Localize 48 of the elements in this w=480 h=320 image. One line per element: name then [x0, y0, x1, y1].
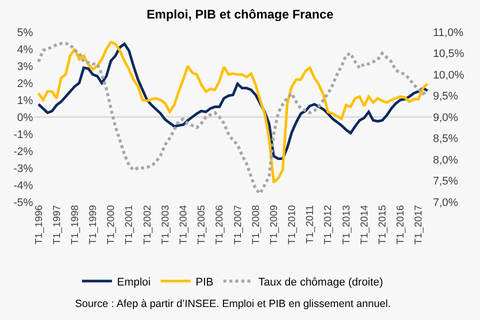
x-tick-label: T1_2013	[341, 204, 352, 244]
x-tick-label: T1_2016	[396, 204, 407, 244]
y-tick-label: 1%	[17, 94, 34, 107]
x-tick-label: T1_2015	[378, 204, 388, 244]
y-tick-label: -2%	[13, 146, 34, 158]
x-tick-label: T1_2005	[196, 204, 208, 244]
y-tick-label: -3%	[13, 162, 34, 175]
x-tick-label: T1_2010	[287, 204, 298, 244]
x-tick-label: T1_2008	[250, 204, 262, 244]
x-tick-label: T1_2001	[124, 204, 136, 244]
y2-tick-label: 9,0%	[433, 112, 458, 124]
x-tick-label: T1_2004	[178, 204, 190, 244]
y2-tick-label: 7,0%	[433, 196, 458, 209]
y2-tick-label: 7,5%	[433, 176, 458, 188]
y-tick-label: -1%	[13, 128, 34, 141]
x-tick-label: T1_2007	[232, 204, 244, 244]
y2-tick-label: 11,0%	[433, 26, 464, 39]
chart-title: Emploi, PIB et chômage France	[146, 7, 334, 22]
x-tick-label: T1_2011	[305, 204, 316, 244]
legend-label: PIB	[196, 276, 214, 288]
y-tick-label: -4%	[13, 180, 34, 192]
y-tick-label: 3%	[17, 60, 34, 73]
y2-tick-label: 10,0%	[433, 69, 464, 82]
x-tick-label: T1_2003	[160, 204, 172, 244]
x-tick-label: T1_2006	[214, 204, 226, 244]
x-tick-label: T1_1996	[34, 204, 45, 244]
y-tick-label: 4%	[17, 44, 34, 56]
legend-label: Taux de chômage (droite)	[258, 276, 384, 288]
y2-tick-label: 9,5%	[433, 90, 458, 103]
y-tick-label: 2%	[17, 78, 34, 90]
x-tick-label: T1_2014	[359, 204, 370, 244]
x-tick-label: T1_1998	[70, 204, 81, 244]
y2-tick-label: 8,5%	[433, 133, 458, 146]
y2-tick-label: 8,0%	[433, 154, 458, 166]
source-note: Source : Afep à partir d’INSEE. Emploi et PIB en glissement annuel.	[75, 298, 391, 310]
x-tick-label: T1_2017	[414, 204, 425, 244]
y-tick-label: -5%	[13, 196, 34, 209]
x-tick-label: T1_2000	[106, 204, 118, 244]
x-tick-label: T1_1999	[88, 204, 100, 244]
y-tick-label: 5%	[17, 26, 34, 39]
x-tick-label: T1_2002	[142, 204, 154, 244]
y-tick-label: 0%	[17, 112, 34, 124]
legend-label: Emploi	[117, 276, 151, 288]
x-tick-label: T1_2009	[268, 204, 280, 244]
x-tick-label: T1_1997	[52, 204, 63, 244]
y2-tick-label: 10,5%	[433, 48, 464, 60]
x-tick-label: T1_2012	[323, 204, 334, 244]
line-series	[37, 42, 429, 160]
